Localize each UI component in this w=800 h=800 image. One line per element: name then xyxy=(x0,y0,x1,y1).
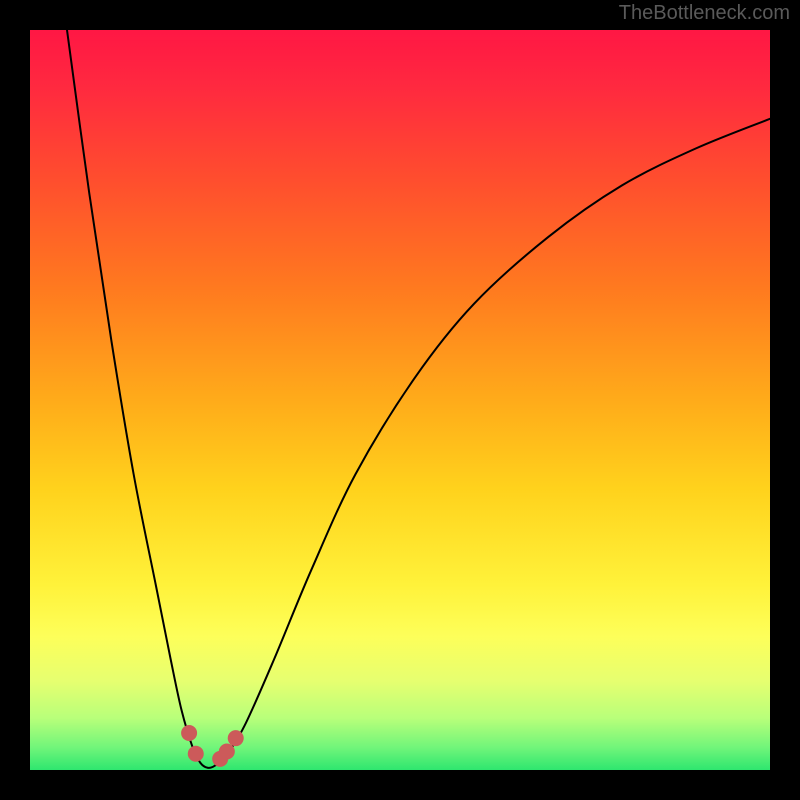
chart-container: TheBottleneck.com xyxy=(0,0,800,800)
threshold-marker xyxy=(228,730,244,746)
watermark-text: TheBottleneck.com xyxy=(619,2,790,25)
threshold-marker xyxy=(181,725,197,741)
bottleneck-chart xyxy=(0,0,800,800)
threshold-marker xyxy=(188,746,204,762)
threshold-marker xyxy=(219,744,235,760)
